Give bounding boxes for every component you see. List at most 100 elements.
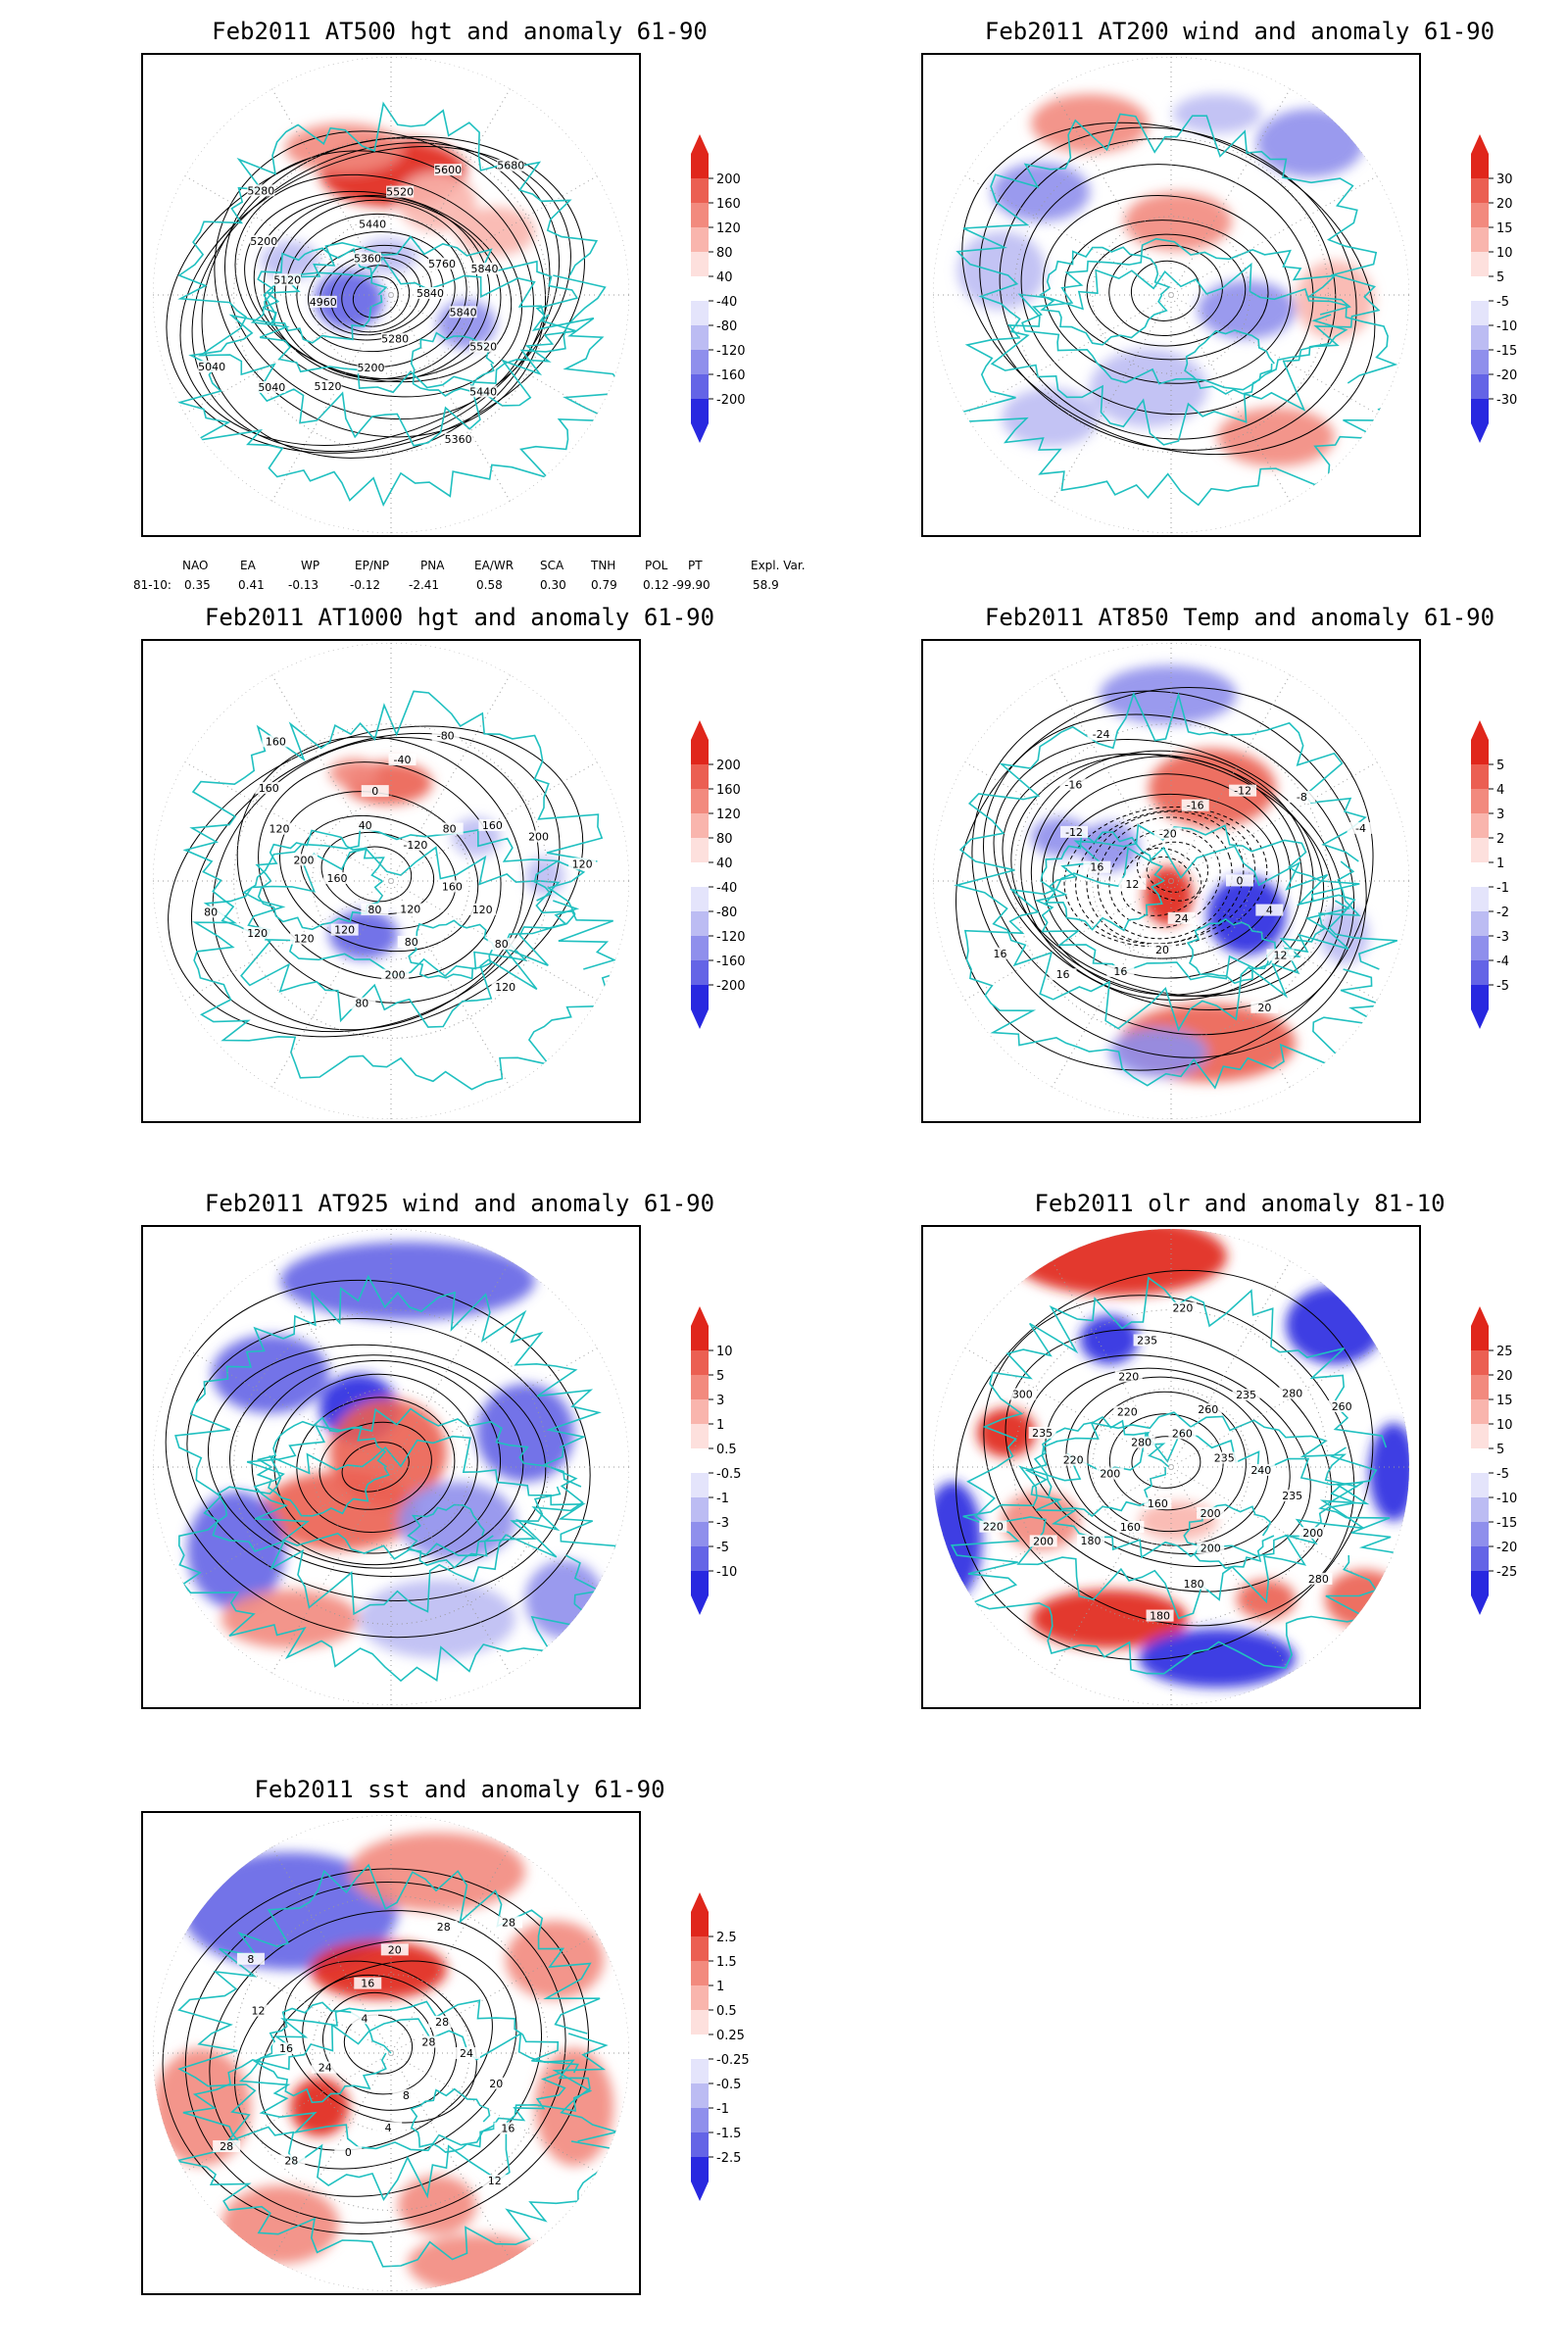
colorbar-tick-label: -0.5 xyxy=(716,2078,741,2092)
contour-label: 220 xyxy=(1172,1302,1193,1315)
contour-label: 5280 xyxy=(247,184,274,197)
coastline xyxy=(174,1274,602,1616)
colorbar-swatch xyxy=(1471,911,1489,936)
coastline xyxy=(956,113,1381,446)
anomaly-shading xyxy=(261,123,535,349)
index-value: 58.9 xyxy=(753,578,779,592)
contour-label: 80 xyxy=(405,936,418,949)
anomaly-patch xyxy=(957,231,1046,310)
colorbar-cap-bottom xyxy=(691,2181,709,2201)
contour-label: 5040 xyxy=(258,381,285,394)
contour-label: 12 xyxy=(1125,878,1139,891)
contour-line xyxy=(234,173,523,398)
contour-line xyxy=(1131,1436,1201,1489)
contour-label: 235 xyxy=(1137,1334,1157,1347)
colorbar-tick-label: 80 xyxy=(716,832,733,847)
contour-label: 28 xyxy=(437,1921,451,1934)
colorbar-swatch xyxy=(691,838,709,862)
colorbar-swatch xyxy=(1471,813,1489,838)
colorbar-swatch xyxy=(691,227,709,252)
anomaly-patch xyxy=(290,2078,349,2136)
anomaly-patch xyxy=(1149,749,1276,827)
contour-label: 5840 xyxy=(450,306,477,318)
colorbar-swatch xyxy=(1471,1326,1489,1350)
contour-label: 16 xyxy=(279,2042,293,2055)
colorbar-tick-label: -200 xyxy=(716,979,746,994)
contour-label: -8 xyxy=(1297,791,1307,804)
colorbar-swatch xyxy=(691,1399,709,1424)
colorbar-swatch xyxy=(691,399,709,423)
colorbar-tick-label: 3 xyxy=(716,1394,724,1408)
colorbar-tick-label: 25 xyxy=(1496,1345,1513,1359)
colorbar-tick-label: -40 xyxy=(716,881,737,896)
contour-labels: 80 120 120 120 80 160 200 120 160 160 40 0 -40 -80 -12… xyxy=(197,729,597,1010)
colorbar-swatch xyxy=(691,2132,709,2157)
contour-label: 5600 xyxy=(434,164,462,176)
contour-label: 8 xyxy=(247,1953,254,1966)
contour-label: 200 xyxy=(1200,1507,1221,1520)
coastlines xyxy=(174,1274,617,1683)
contour-label: 5680 xyxy=(497,160,524,172)
colorbar-swatch xyxy=(1471,1497,1489,1522)
contour-label: 180 xyxy=(1150,1610,1170,1623)
colorbar-tick-label: 5 xyxy=(1496,1443,1504,1457)
colorbar-swatch xyxy=(1471,325,1489,350)
contour-label: 120 xyxy=(334,924,355,937)
contour-line xyxy=(971,690,1367,1058)
colorbar-cap-bottom xyxy=(1471,423,1489,443)
colorbar-swatch xyxy=(691,350,709,374)
colorbar-tick-label: -5 xyxy=(1496,295,1509,310)
contour-label: 120 xyxy=(495,981,515,994)
colorbar-swatch xyxy=(691,325,709,350)
map-frame xyxy=(141,1225,641,1709)
contour-line xyxy=(253,195,502,380)
contour-label: 120 xyxy=(400,904,420,916)
coastline xyxy=(1024,1411,1358,1559)
panel-at1000: Feb2011 AT1000 hgt and anomaly 61-90 80 1… xyxy=(141,604,847,1152)
contour-label: 12 xyxy=(488,2175,502,2187)
colorbar: 200 160 120 80 40 -40 -80 -120 -160 -200 xyxy=(683,129,771,463)
colorbar-tick-label: -4 xyxy=(1496,955,1509,969)
contour-label: 0 xyxy=(345,2146,352,2159)
contour-line xyxy=(191,142,561,453)
contour-label: 5200 xyxy=(250,235,277,248)
map-disc xyxy=(153,57,629,533)
map-frame: 5840 5840 5520 5440 5360 5280 5200 5120 5040 5040… xyxy=(141,53,641,537)
contour-label: 5120 xyxy=(315,380,342,393)
contour-line xyxy=(207,1344,547,1578)
index-header: TNH xyxy=(591,559,616,572)
colorbar-swatch xyxy=(1471,1546,1489,1571)
colorbar-swatch xyxy=(691,1546,709,1571)
colorbar-swatch xyxy=(1471,252,1489,276)
contour-label: 80 xyxy=(368,904,381,916)
coastline xyxy=(246,1407,582,1560)
anomaly-patch xyxy=(1198,280,1296,339)
colorbar-tick-label: -30 xyxy=(1496,393,1517,408)
colorbar-tick-label: -20 xyxy=(1496,1541,1517,1555)
contour-label: 5040 xyxy=(198,361,225,373)
panel-at925: Feb2011 AT925 wind and anomaly 61-90 10 5… xyxy=(141,1190,847,1739)
colorbar-graphic: 200 160 120 80 40 -40 -80 -120 -160 -200 xyxy=(691,720,746,1029)
contour-label: 200 xyxy=(385,969,406,982)
contour-label: 120 xyxy=(294,933,315,946)
contour-label: 5760 xyxy=(428,258,456,270)
colorbar-swatch xyxy=(1471,1571,1489,1595)
colorbar-graphic: 25 20 15 10 5 -5 -10 -15 -20 -25 xyxy=(1471,1306,1517,1615)
anomaly-patch xyxy=(457,207,535,256)
colorbar-swatch xyxy=(1471,862,1489,887)
map-disc xyxy=(153,643,629,1119)
colorbar-tick-label: -15 xyxy=(1496,344,1517,359)
anomaly-patch xyxy=(315,270,383,329)
coastlines xyxy=(956,113,1407,507)
coastlines xyxy=(950,1276,1409,1675)
anomaly-patch xyxy=(933,1482,982,1599)
colorbar-tick-label: 10 xyxy=(1496,246,1513,261)
contour-label: 235 xyxy=(1214,1451,1235,1464)
colorbar-tick-label: -5 xyxy=(1496,979,1509,994)
contour-label: 235 xyxy=(1236,1389,1256,1401)
colorbar: 30 20 15 10 5 -5 -10 -15 -20 -30 xyxy=(1463,129,1551,463)
colorbar-tick-label: 30 xyxy=(1496,172,1513,187)
contour-line xyxy=(296,1396,456,1533)
contour-label: 220 xyxy=(1118,1370,1139,1383)
